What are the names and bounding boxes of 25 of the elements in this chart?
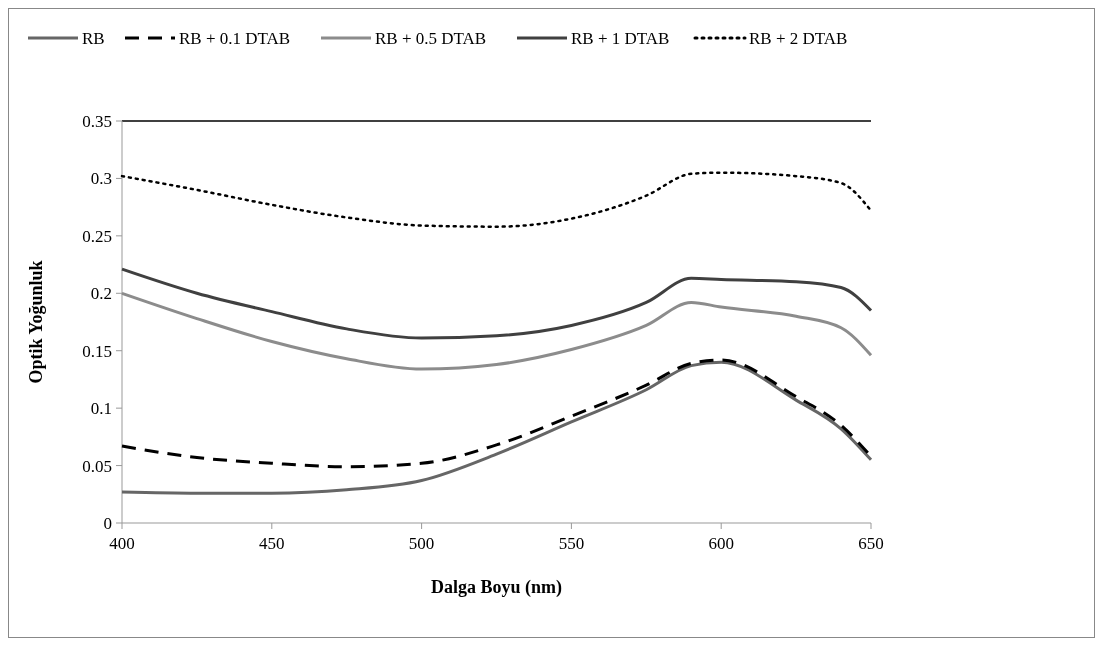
x-tick-label: 650	[858, 534, 884, 553]
line-series	[120, 267, 873, 340]
y-tick-label: 0.15	[82, 341, 112, 361]
x-tick-label: 550	[558, 534, 585, 553]
y-tick-label: 0.3	[90, 169, 112, 189]
legend-label: RB + 0.5 DTAB	[375, 29, 487, 48]
y-tick-label: 0.05	[82, 456, 112, 476]
y-tick-label: 0.25	[82, 226, 112, 246]
line-series	[120, 171, 873, 228]
y-tick-label: 0.1	[90, 399, 112, 419]
legend-label: RB + 0.1 DTAB	[179, 29, 291, 48]
x-tick-label: 500	[408, 534, 435, 553]
x-tick-label: 400	[109, 534, 135, 553]
legend-label: RB + 1 DTAB	[571, 29, 670, 48]
x-tick-label: 600	[708, 534, 734, 553]
y-tick-label: 0.2	[90, 284, 112, 304]
y-tick-label: 0	[103, 513, 112, 533]
y-tick-label: 0.35	[82, 111, 112, 131]
line-series	[120, 360, 873, 495]
legend-label: RB	[82, 29, 105, 48]
legend-label: RB + 2 DTAB	[749, 29, 848, 48]
x-axis-title: Dalga Boyu (nm)	[430, 577, 563, 598]
x-tick-label: 450	[259, 534, 285, 553]
y-axis-title: Optik Yoğunluk	[26, 260, 46, 384]
line-series	[120, 291, 873, 371]
